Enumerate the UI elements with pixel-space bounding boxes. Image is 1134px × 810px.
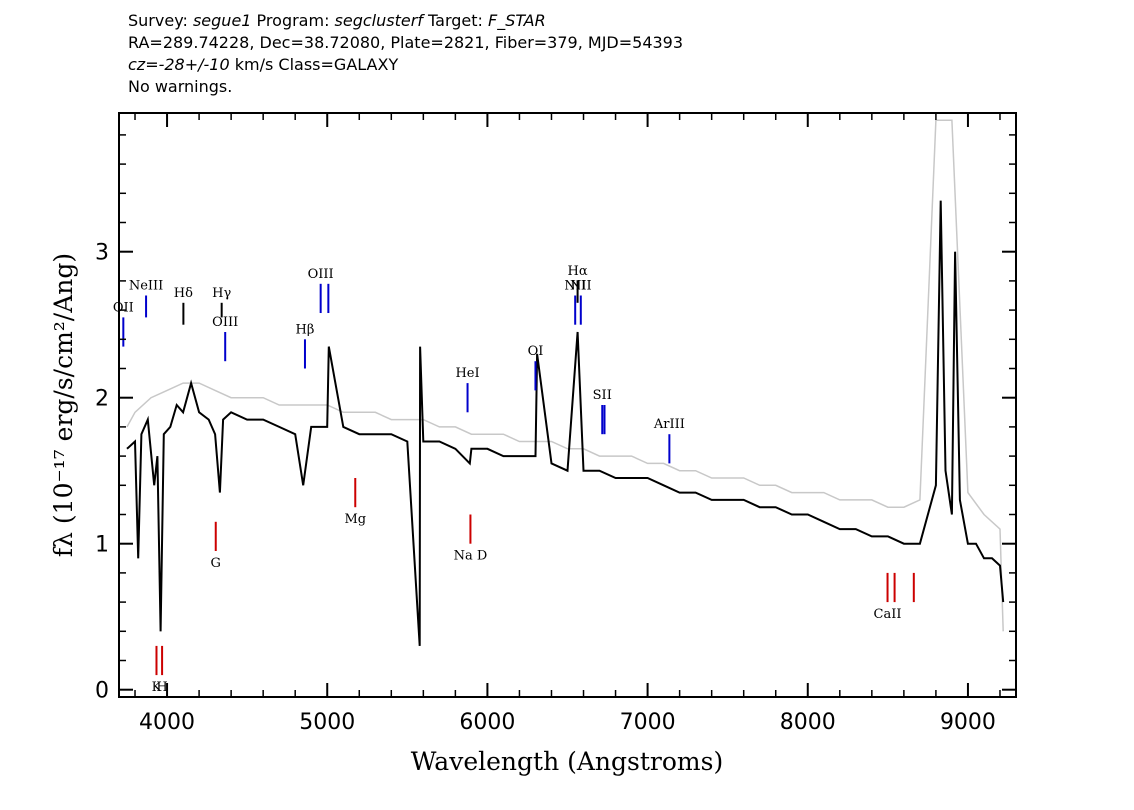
series-flux-line (126, 200, 1005, 646)
x-tick-label: 4000 (139, 710, 195, 735)
survey-label: Survey: (128, 11, 193, 30)
program-label: Program: (251, 11, 335, 30)
emission-line-label-15: OII (113, 300, 134, 315)
series-error-line (126, 119, 1004, 632)
survey-value: segue1 (192, 11, 252, 30)
emission-line-label-14: ArIII (653, 417, 685, 432)
header-line-3: cz=-28+/-10 km/s Class=GALAXY (128, 54, 683, 76)
emission-line-label-3: OIII (212, 315, 238, 330)
y-tick-label: 1 (95, 533, 109, 558)
y-tick-label: 0 (95, 679, 109, 704)
absorption-line-label-0: K (152, 680, 162, 695)
emission-line-label-2: Hγ (212, 286, 231, 301)
header-line-4: No warnings. (128, 77, 233, 96)
emission-line-label-0: NeIII (129, 279, 163, 294)
x-tick-label: 8000 (780, 710, 836, 735)
emission-line-label-8: OI (528, 344, 544, 359)
emission-line-label-1: Hδ (174, 286, 193, 301)
plot-frame (118, 112, 1017, 698)
absorption-line-label-4: Na D (454, 549, 488, 564)
x-tick-label: 5000 (299, 710, 355, 735)
absorption-line-label-5: CaII (874, 607, 902, 622)
y-tick-label: 2 (95, 387, 109, 412)
x-tick-label: 6000 (459, 710, 515, 735)
emission-line-label-4: Hβ (296, 322, 315, 337)
target-label: Target: (422, 11, 488, 30)
emission-line-label-9: NII (564, 279, 586, 294)
absorption-line-label-1: H (156, 680, 167, 695)
emission-line-label-10: Hα (568, 264, 588, 279)
emission-line-label-7: HeI (455, 366, 479, 381)
class-value: km/s Class=GALAXY (229, 55, 399, 74)
target-value: F_STAR (488, 11, 546, 30)
emission-line-label-5: OIII (308, 267, 334, 282)
absorption-line-label-2: G (211, 556, 221, 571)
y-axis-title: fλ (10⁻¹⁷ erg/s/cm²/Ang) (49, 253, 78, 557)
program-value: segclusterf (334, 11, 423, 30)
header-line-1: Survey: segue1 Program: segclusterf Targ… (128, 10, 683, 32)
x-axis-title: Wavelength (Angstroms) (411, 747, 723, 776)
x-tick-label: 7000 (620, 710, 676, 735)
x-tick-label: 9000 (940, 710, 996, 735)
spectrum-header: Survey: segue1 Program: segclusterf Targ… (128, 10, 683, 98)
absorption-line-label-3: Mg (344, 512, 366, 527)
y-tick-label: 3 (95, 241, 109, 266)
axis-layer: 4000 5000 6000 7000 8000 9000 0 1 2 3 (95, 113, 1016, 735)
header-line-2: RA=289.74228, Dec=38.72080, Plate=2821, … (128, 33, 684, 52)
emission-line-label-11: NII (570, 279, 592, 294)
redshift-value: cz=-28+/-10 (128, 55, 230, 74)
emission-line-label-12: SII (593, 388, 612, 403)
